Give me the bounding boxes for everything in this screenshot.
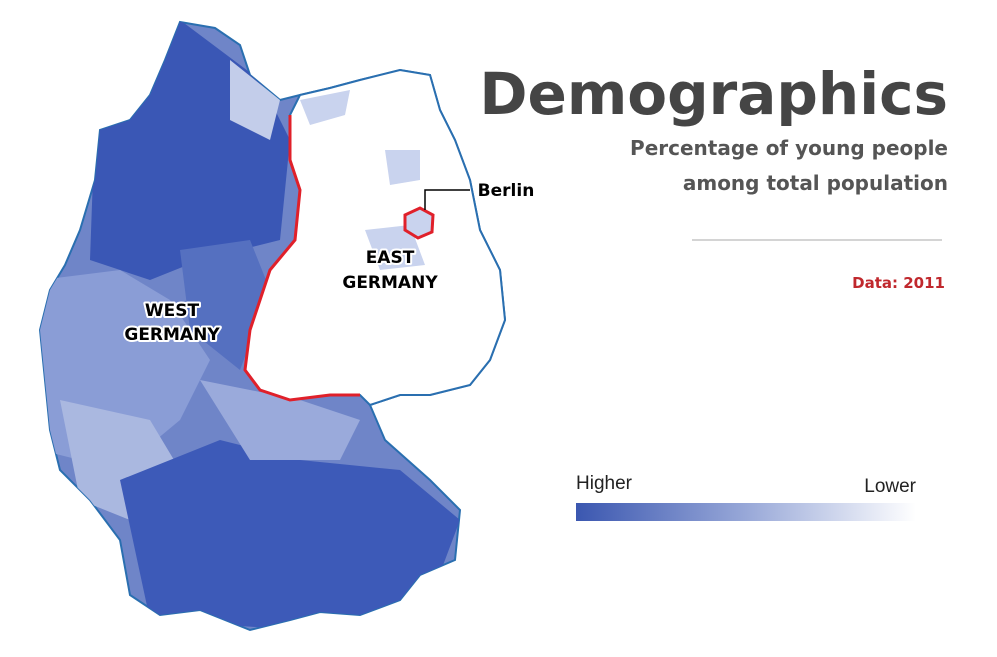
district — [200, 380, 360, 460]
district — [180, 240, 270, 370]
inner-border — [243, 115, 360, 402]
subtitle: Percentage of young people — [630, 136, 948, 160]
districts — [40, 22, 460, 630]
east-label: GERMANY — [342, 273, 438, 293]
district — [365, 225, 425, 270]
berlin-label: Berlin — [478, 181, 535, 201]
berlin — [403, 206, 435, 240]
district — [385, 150, 420, 185]
district — [120, 440, 460, 630]
map: Berlin EAST GERMANY WEST GERMANY — [38, 20, 536, 632]
east-label: EAST — [366, 248, 415, 268]
district — [230, 60, 280, 140]
legend-low: Lower — [864, 476, 916, 497]
west-label: WEST — [145, 301, 200, 321]
data-year: Data: 2011 — [852, 274, 945, 292]
legend-gradient — [576, 503, 916, 521]
district — [90, 22, 290, 280]
west-label: GERMANY — [124, 325, 220, 345]
title: Demographics — [479, 60, 948, 128]
subtitle: among total population — [683, 171, 948, 195]
district — [300, 90, 350, 125]
east-districts — [300, 90, 425, 270]
legend-high: Higher — [576, 473, 633, 494]
berlin-connector — [424, 189, 470, 210]
